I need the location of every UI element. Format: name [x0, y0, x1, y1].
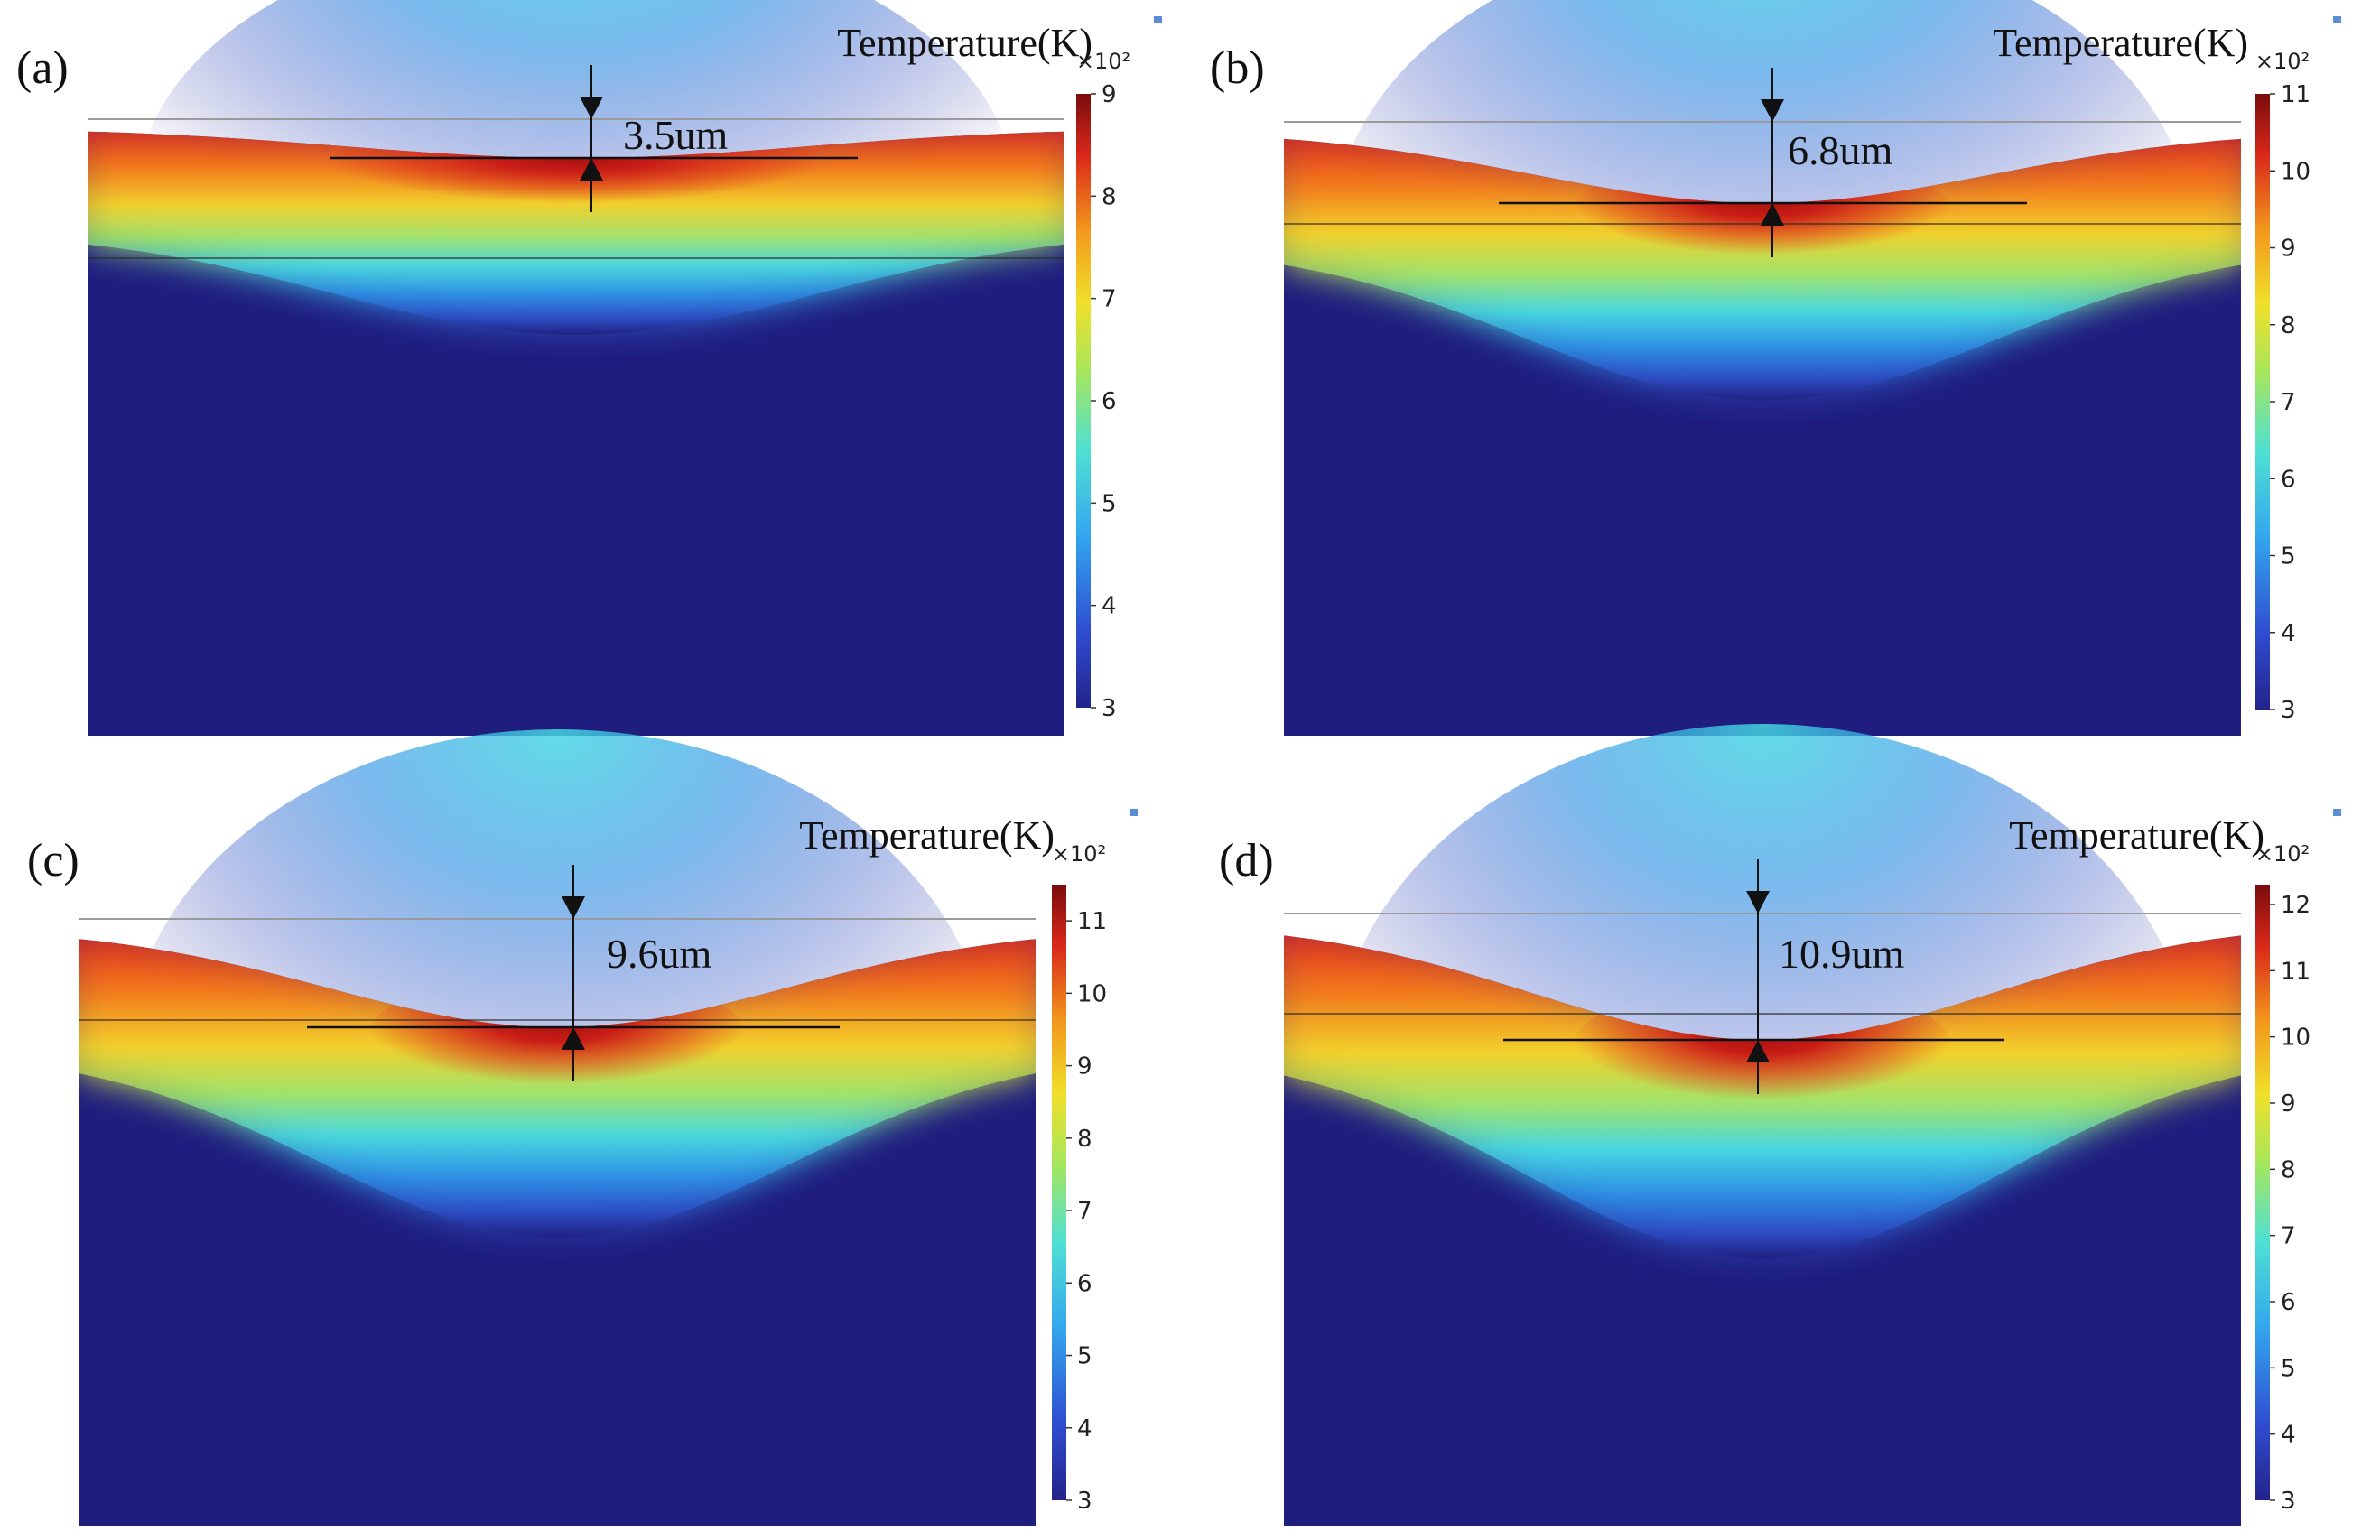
colorbar-tick-label: 10 — [2281, 158, 2310, 185]
colorbar-tick-label: 10 — [2281, 1025, 2310, 1052]
colorbar-tick-label: 6 — [2281, 466, 2296, 493]
colorbar — [1076, 94, 1091, 708]
colorbar-multiplier: ×10² — [1052, 841, 1106, 867]
down-arrow-icon — [562, 896, 585, 919]
panel-label: (b) — [1210, 42, 1265, 94]
colorbar-tick-label: 11 — [1077, 908, 1107, 935]
colorbar-tick-label: 4 — [1077, 1415, 1092, 1443]
depth-label: 9.6um — [607, 931, 712, 977]
colorbar-tick-label: 11 — [2281, 81, 2310, 108]
colorbar — [2255, 885, 2270, 1500]
colorbar — [2255, 94, 2270, 710]
up-arrow-icon — [1761, 203, 1784, 226]
panel-b: 6.8um (b) Temperature(K) ×10² 3 4 5 6 7 8 9 10 11 — [1210, 0, 2341, 736]
colorbar-tick-label: 9 — [2281, 1090, 2296, 1118]
colorbar-tick-label: 9 — [1077, 1053, 1092, 1081]
colorbar-title: Temperature(K) — [799, 813, 1055, 858]
toolbar-marker-icon — [1130, 809, 1138, 816]
depth-label: 6.8um — [1788, 127, 1893, 173]
colorbar-tick-label: 7 — [1102, 286, 1117, 313]
colorbar-tick-label: 5 — [2281, 1355, 2296, 1382]
heated-layer-core — [88, 131, 1064, 335]
colorbar-tick-label: 8 — [2281, 312, 2296, 339]
colorbar-tick-label: 9 — [1102, 81, 1117, 108]
colorbar-multiplier: ×10² — [2255, 49, 2310, 74]
panel-a: 3.5um (a) Temperature(K)×10² 3 4 5 6 7 8 9 — [16, 0, 1162, 737]
colorbar-tick-label: 5 — [1102, 490, 1117, 517]
colorbar-title: Temperature(K) — [837, 21, 1092, 65]
panel-c: 9.6um (c) Temperature(K)×10² 3 4 5 6 7 8 9 10 11 — [27, 729, 1138, 1526]
colorbar-tick-label: 6 — [2281, 1289, 2296, 1316]
colorbar-tick-label: 8 — [1077, 1126, 1092, 1153]
colorbar-tick-label: 12 — [2281, 892, 2310, 919]
colorbar-tick-label: 4 — [2281, 1422, 2296, 1449]
colorbar-tick-label: 5 — [1077, 1343, 1092, 1370]
colorbar-tick-label: 3 — [2281, 1488, 2296, 1515]
up-arrow-icon — [580, 158, 603, 181]
colorbar-tick-label: 9 — [2281, 236, 2296, 263]
colorbar-tick-label: 7 — [2281, 389, 2296, 416]
colorbar-tick-label: 7 — [2281, 1223, 2296, 1250]
colorbar-tick-label: 11 — [2281, 958, 2310, 985]
depth-label: 3.5um — [623, 112, 729, 158]
colorbar-tick-label: 4 — [1102, 593, 1117, 620]
up-arrow-icon — [1746, 1040, 1770, 1062]
colorbar-title: Temperature(K) — [2009, 813, 2264, 858]
colorbar-tick-label: 6 — [1077, 1270, 1092, 1297]
colorbar-tick-label: 4 — [2281, 620, 2296, 647]
toolbar-marker-icon — [1154, 16, 1162, 23]
colorbar-tick-label: 3 — [1102, 695, 1117, 722]
colorbar-tick-label: 10 — [1077, 980, 1107, 1007]
colorbar-multiplier: ×10² — [1076, 49, 1130, 74]
colorbar-tick-label: 8 — [1102, 183, 1117, 210]
toolbar-marker-icon — [2333, 16, 2341, 23]
colorbar-tick-label: 8 — [2281, 1156, 2296, 1183]
colorbar-tick-label: 5 — [2281, 543, 2296, 571]
depth-label: 10.9um — [1779, 931, 1905, 977]
colorbar-tick-label: 7 — [1077, 1198, 1092, 1225]
colorbar-tick-label: 3 — [1077, 1488, 1092, 1515]
colorbar-title: Temperature(K) — [1993, 21, 2248, 65]
panel-label: (d) — [1219, 835, 1274, 886]
up-arrow-icon — [562, 1027, 585, 1050]
toolbar-marker-icon — [2333, 809, 2341, 816]
panel-d: 10.9um (d) Temperature(K)×10² 3 4 5 6 7 8 9 10 11 12 — [1219, 724, 2341, 1526]
colorbar — [1052, 885, 1066, 1500]
down-arrow-icon — [1746, 891, 1770, 914]
down-arrow-icon — [1761, 99, 1784, 122]
colorbar-multiplier: ×10² — [2255, 841, 2310, 867]
panel-label: (c) — [27, 835, 79, 886]
panel-label: (a) — [16, 42, 69, 94]
down-arrow-icon — [580, 97, 603, 119]
colorbar-tick-label: 6 — [1102, 388, 1117, 415]
colorbar-tick-label: 3 — [2281, 697, 2296, 724]
